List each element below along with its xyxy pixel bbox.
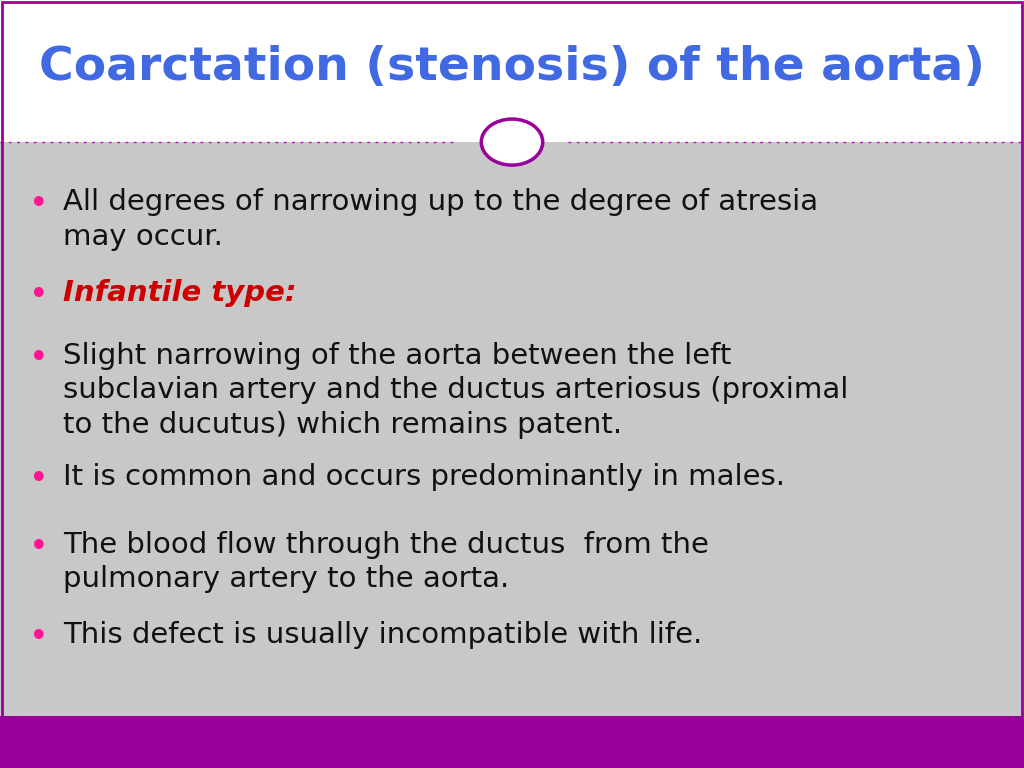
- Text: •: •: [29, 279, 49, 312]
- FancyBboxPatch shape: [0, 142, 1024, 716]
- Text: Infantile type:: Infantile type:: [63, 279, 297, 306]
- Text: •: •: [29, 342, 49, 375]
- Text: Coarctation (stenosis) of the aorta): Coarctation (stenosis) of the aorta): [39, 45, 985, 90]
- FancyBboxPatch shape: [0, 716, 1024, 768]
- Text: The blood flow through the ductus  from the
pulmonary artery to the aorta.: The blood flow through the ductus from t…: [63, 531, 710, 594]
- Circle shape: [481, 119, 543, 165]
- Text: •: •: [29, 463, 49, 496]
- Text: Slight narrowing of the aorta between the left
subclavian artery and the ductus : Slight narrowing of the aorta between th…: [63, 342, 849, 439]
- Text: It is common and occurs predominantly in males.: It is common and occurs predominantly in…: [63, 463, 785, 491]
- Text: •: •: [29, 621, 49, 654]
- Text: This defect is usually incompatible with life.: This defect is usually incompatible with…: [63, 621, 702, 649]
- Text: All degrees of narrowing up to the degree of atresia
may occur.: All degrees of narrowing up to the degre…: [63, 188, 818, 251]
- Text: •: •: [29, 188, 49, 221]
- Text: •: •: [29, 531, 49, 564]
